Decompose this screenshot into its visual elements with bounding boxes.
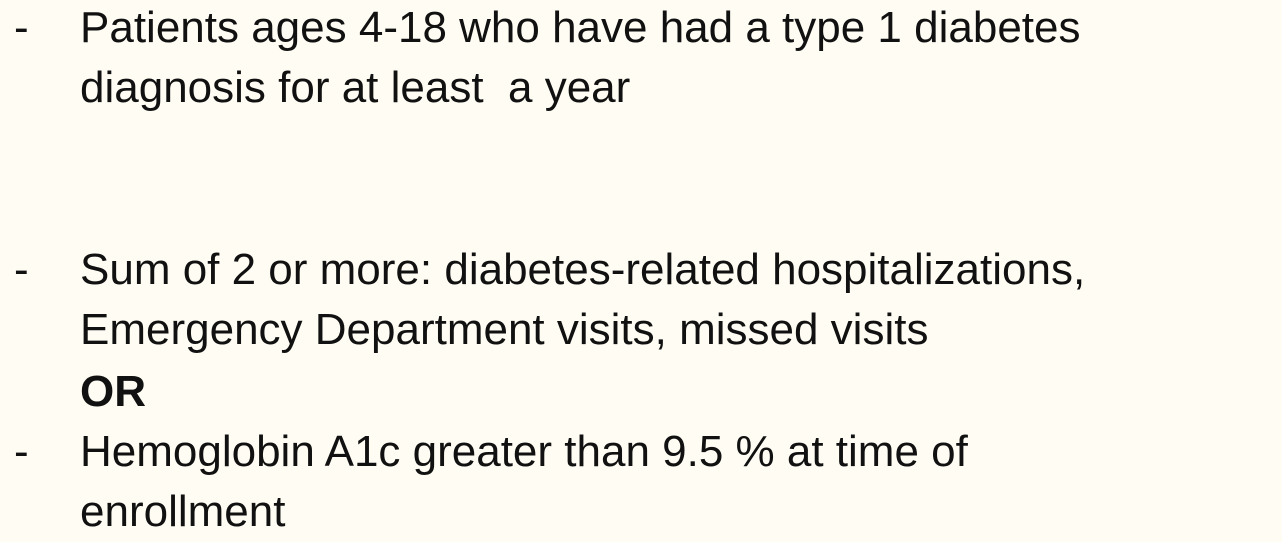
text-line: Emergency Department visits, missed visi… [80,305,929,354]
text-line: enrollment [80,487,286,536]
text-line: Hemoglobin A1c greater than 9.5 % at tim… [80,427,968,476]
bullet: - [14,245,29,294]
bullet: - [14,3,29,52]
bullet: - [14,427,29,476]
text-line: Patients ages 4-18 who have had a type 1… [80,3,1081,52]
text-line: diagnosis for at least a year [80,63,631,112]
connector: OR [80,367,146,416]
text-line: Sum of 2 or more: diabetes-related hospi… [80,245,1086,294]
